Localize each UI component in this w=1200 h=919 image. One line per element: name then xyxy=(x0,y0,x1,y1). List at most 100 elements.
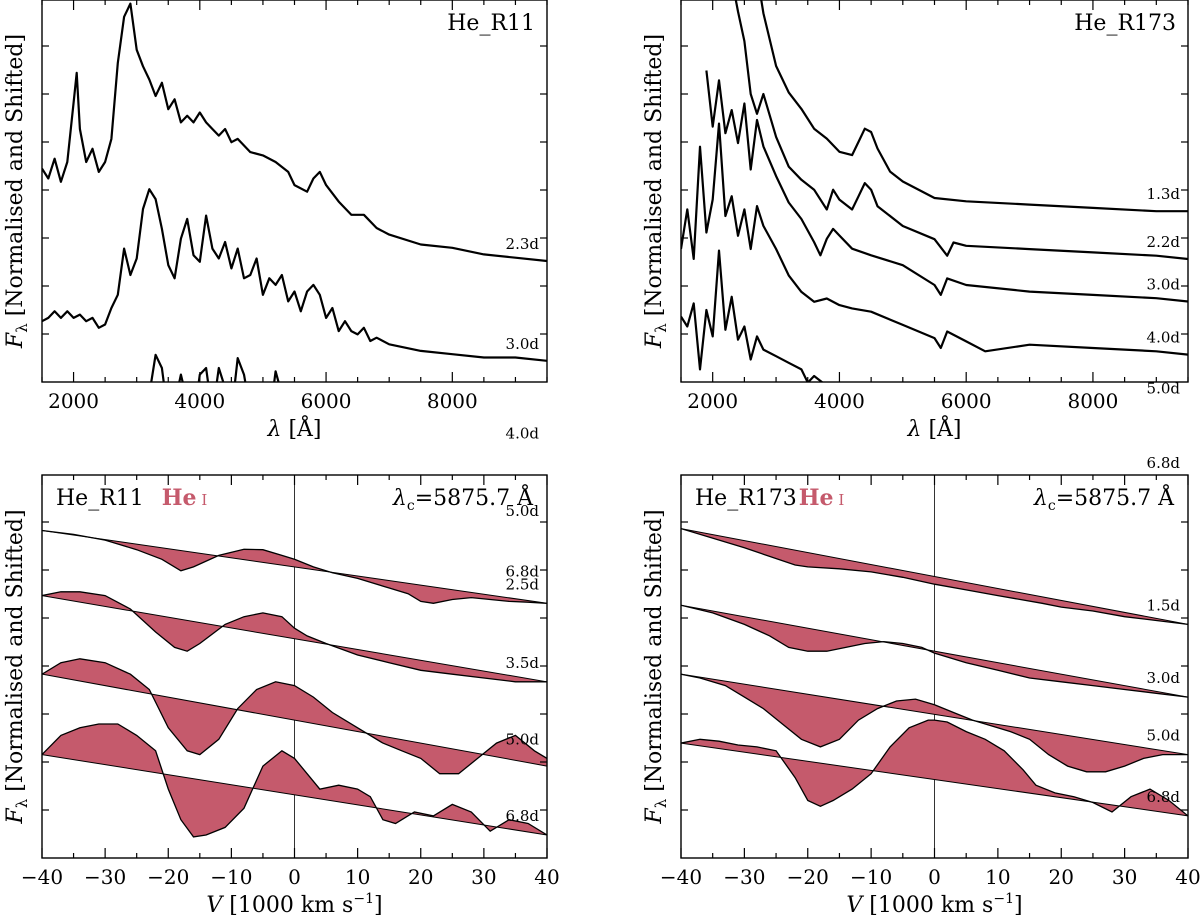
panel-spectra-he-r11: 2.3d 3.0d 4.0d 5.0d 6.8d 2000 4000 6000 8000 λ [Å… xyxy=(3,0,548,580)
x-tick-label: −30 xyxy=(84,865,126,889)
epoch-label: 6.8d xyxy=(506,562,540,580)
x-tick-label: −10 xyxy=(850,865,892,889)
x-axis-label: λ [Å] xyxy=(267,414,322,442)
continuum-1.5d xyxy=(681,528,1188,625)
x-tick-label: 6000 xyxy=(301,389,352,413)
profile-3.0d xyxy=(681,604,1188,698)
epoch-label: 6.8d xyxy=(506,807,540,825)
plot-frame xyxy=(680,0,1189,383)
x-tick-label: 20 xyxy=(1049,865,1074,889)
y-axis-label: Fλ [Normalised and Shifted] xyxy=(3,34,31,349)
panel-title: He_R173 xyxy=(1074,11,1176,36)
panel-title: He_R11 xyxy=(56,486,144,511)
panel-title: He_R11 xyxy=(447,11,535,36)
profile-2.5d xyxy=(42,529,547,604)
x-tick-label: 30 xyxy=(1112,865,1137,889)
panel-title: He_R173 xyxy=(695,486,797,511)
epoch-label: 1.5d xyxy=(1147,596,1181,614)
continuum-2.5d xyxy=(42,530,547,604)
profile-6.8d xyxy=(42,723,547,838)
plot-area xyxy=(681,475,1188,858)
profile-1.5d xyxy=(681,527,1188,626)
epoch-label: 1.3d xyxy=(1147,185,1181,203)
x-tick-label: 4000 xyxy=(814,389,865,413)
y-axis-label: Fλ [Normalised and Shifted] xyxy=(3,509,31,824)
x-tick-label: 2000 xyxy=(687,389,738,413)
x-tick-label: 2000 xyxy=(48,389,99,413)
rest-wavelength-annotation: λc=5875.7 Å xyxy=(1033,483,1175,514)
x-tick-label: −40 xyxy=(660,865,702,889)
epoch-label: 3.0d xyxy=(1147,669,1181,687)
plot-area xyxy=(42,475,547,858)
y-axis-label: Fλ [Normalised and Shifted] xyxy=(642,509,670,824)
epoch-label: 5.0d xyxy=(1147,380,1181,398)
x-tick-label: 10 xyxy=(345,865,370,889)
x-axis-label: λ [Å] xyxy=(907,414,962,442)
epoch-label: 6.8d xyxy=(1147,788,1181,806)
continuum-3.5d xyxy=(42,595,547,683)
line-id-label: He I xyxy=(162,485,208,511)
x-axis-label: V [1000 km s−1] xyxy=(206,891,382,918)
continuum-5.0d xyxy=(42,673,547,767)
rest-wavelength-annotation: λc=5875.7 Å xyxy=(392,483,534,514)
x-axis-label: V [1000 km s−1] xyxy=(846,891,1022,918)
x-tick-label: 40 xyxy=(1175,865,1200,889)
x-tick-label: 8000 xyxy=(1067,389,1118,413)
spectrum-1.3d xyxy=(760,0,1188,213)
spectrum-3.0d xyxy=(42,188,547,362)
x-tick-label: 40 xyxy=(534,865,559,889)
epoch-label: 4.0d xyxy=(506,425,540,443)
profile-5.0d xyxy=(681,673,1188,773)
epoch-label: 5.0d xyxy=(506,730,540,748)
continuum-6.8d xyxy=(681,742,1188,817)
absorption-fill-3.5d xyxy=(42,591,547,682)
x-tick-label: −20 xyxy=(147,865,189,889)
epoch-label: 3.5d xyxy=(506,654,540,672)
spectrum-2.2d xyxy=(734,0,1188,261)
profile-5.0d xyxy=(42,658,547,775)
continuum-6.8d xyxy=(42,754,547,836)
absorption-fill-6.8d xyxy=(42,724,547,837)
spectrum-5.0d xyxy=(681,249,842,382)
continuum-5.0d xyxy=(681,673,1188,756)
line-id-label: He I xyxy=(799,485,845,511)
absorption-fill-5.0d xyxy=(681,674,1188,772)
spectrum-4.0d xyxy=(681,122,1188,356)
x-tick-label: 4000 xyxy=(174,389,225,413)
x-tick-label: 20 xyxy=(408,865,433,889)
x-tick-label: −20 xyxy=(787,865,829,889)
epoch-label: 3.0d xyxy=(506,335,540,353)
x-tick-label: 10 xyxy=(985,865,1010,889)
absorption-fill-6.8d xyxy=(681,720,1188,816)
x-tick-label: 0 xyxy=(928,865,941,889)
epoch-label: 2.3d xyxy=(506,235,540,253)
x-tick-label: 8000 xyxy=(427,389,478,413)
y-axis-label: Fλ [Normalised and Shifted] xyxy=(642,34,670,349)
spectrum-4.0d xyxy=(150,353,280,382)
profile-3.5d xyxy=(42,591,547,683)
x-tick-label: −40 xyxy=(21,865,63,889)
plot-area xyxy=(42,2,547,382)
spectrum-2.3d xyxy=(42,2,547,263)
epoch-label: 6.8d xyxy=(1147,454,1181,472)
x-tick-label: −30 xyxy=(723,865,765,889)
x-tick-label: −10 xyxy=(210,865,252,889)
epoch-label: 4.0d xyxy=(1147,329,1181,347)
epoch-label: 5.0d xyxy=(506,502,540,520)
profile-6.8d xyxy=(681,719,1188,817)
continuum-3.0d xyxy=(681,604,1188,698)
x-tick-label: 6000 xyxy=(941,389,992,413)
x-tick-label: 30 xyxy=(471,865,496,889)
epoch-label: 3.0d xyxy=(1147,276,1181,294)
epoch-label: 5.0d xyxy=(1147,727,1181,745)
panel-hei-he-r173: 1.5d 3.0d 5.0d 6.8d −40 −30 −20 −10 0 10 20 30 40 V [… xyxy=(642,474,1200,918)
spectrum-3.0d xyxy=(705,70,1188,303)
panel-spectra-he-r173: 1.3d 2.2d 3.0d 4.0d 5.0d 6.8d 2000 4000 6000 8000… xyxy=(642,0,1189,472)
epoch-label: 2.5d xyxy=(506,575,540,593)
plot-area xyxy=(681,0,1188,382)
x-tick-label: 0 xyxy=(288,865,301,889)
absorption-fill-5.0d xyxy=(42,658,547,774)
epoch-label: 2.2d xyxy=(1147,233,1181,251)
panel-hei-he-r11: 2.5d 3.5d 5.0d 6.8d −40 −30 −20 −10 0 10 20 30 40 V [… xyxy=(3,474,560,918)
